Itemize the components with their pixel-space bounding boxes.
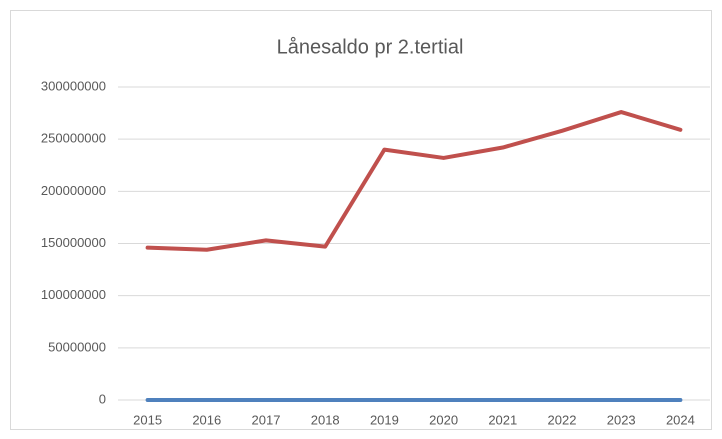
x-tick-label: 2022	[548, 412, 577, 427]
chart-title: Lånesaldo pr 2.tertial	[277, 36, 464, 58]
x-tick-label: 2020	[429, 412, 458, 427]
y-tick-label: 50000000	[48, 339, 106, 354]
x-tick-label: 2016	[192, 412, 221, 427]
y-tick-label: 250000000	[41, 131, 106, 146]
x-tick-label: 2021	[488, 412, 517, 427]
y-tick-label: 0	[99, 391, 106, 406]
y-tick-label: 100000000	[41, 287, 106, 302]
x-tick-label: 2017	[252, 412, 281, 427]
x-tick-label: 2024	[666, 412, 695, 427]
y-tick-label: 300000000	[41, 78, 106, 93]
x-tick-label: 2015	[133, 412, 162, 427]
x-tick-label: 2019	[370, 412, 399, 427]
x-tick-label: 2023	[607, 412, 636, 427]
y-tick-label: 150000000	[41, 235, 106, 250]
chart-frame	[10, 10, 712, 430]
y-tick-label: 200000000	[41, 183, 106, 198]
x-tick-label: 2018	[311, 412, 340, 427]
series-line	[145, 110, 683, 252]
